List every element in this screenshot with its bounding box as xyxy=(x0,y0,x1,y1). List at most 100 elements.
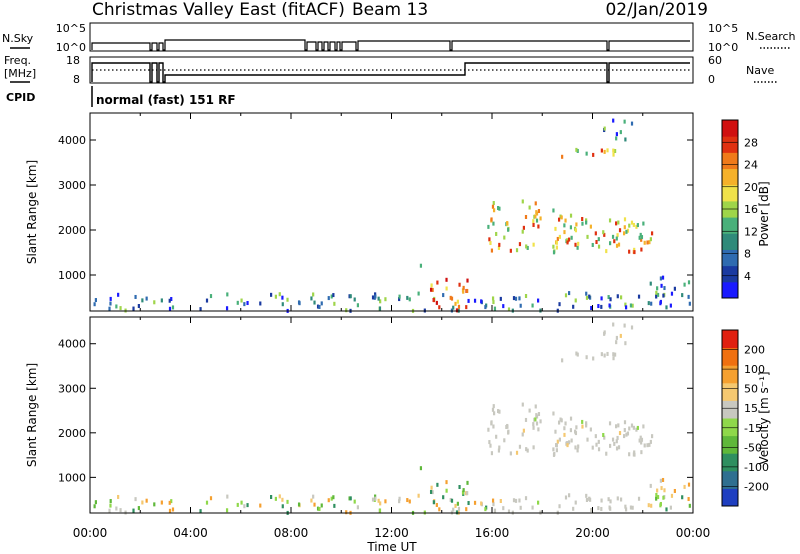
power-cell xyxy=(557,217,561,222)
velocity-cell xyxy=(519,505,522,510)
velocity-cell xyxy=(492,502,495,507)
power-cell xyxy=(489,241,492,246)
power-cell xyxy=(628,249,631,254)
velocity-cell xyxy=(117,494,120,499)
date-label: 02/Jan/2019 xyxy=(605,0,708,20)
velocity-cell xyxy=(613,441,616,446)
velocity-cell xyxy=(109,499,112,504)
velocity-cell xyxy=(585,423,588,428)
velocity-cell xyxy=(559,417,562,422)
power-cell xyxy=(577,241,580,246)
power-cell xyxy=(310,296,313,301)
velocity-cell xyxy=(632,425,635,430)
velocity-cell xyxy=(503,438,506,443)
power-cell xyxy=(537,224,540,229)
velocity-cell xyxy=(574,431,578,436)
power-cell xyxy=(592,152,595,157)
power-axes: 4000 3000 2000 1000 xyxy=(58,113,694,311)
velocity-cell xyxy=(563,426,566,431)
power-cell xyxy=(398,294,401,299)
power-cell xyxy=(590,305,593,310)
power-cell xyxy=(515,248,519,253)
velocity-cell xyxy=(327,498,330,503)
velocity-cell xyxy=(603,330,606,335)
power-cell xyxy=(670,291,674,296)
power-cell xyxy=(109,301,112,306)
power-cell xyxy=(537,209,541,214)
velocity-cell xyxy=(659,501,662,506)
power-cell xyxy=(94,298,97,303)
ytick-label: 3000 xyxy=(58,382,86,395)
velocity-cell xyxy=(612,352,615,357)
velocity-cell xyxy=(602,432,605,437)
velocity-cell xyxy=(656,488,659,493)
power-cell xyxy=(655,294,658,299)
velocity-cell xyxy=(371,497,375,502)
power-cell xyxy=(384,297,387,302)
velocity-cell xyxy=(498,445,501,450)
power-cell xyxy=(552,250,556,255)
velocity-cell xyxy=(534,404,537,409)
power-cell xyxy=(454,301,457,306)
velocity-cell xyxy=(489,443,492,448)
power-colorbar: 28 24 20 16 12 8 4 xyxy=(721,119,758,299)
velocity-cell xyxy=(597,439,600,444)
nave-tick-bottom: 0 xyxy=(708,73,715,86)
velocity-cell xyxy=(555,443,558,448)
colorbar-tick-label: -200 xyxy=(744,480,769,493)
velocity-cell xyxy=(465,507,468,512)
velocity-cell xyxy=(555,448,558,453)
power-cell xyxy=(574,228,578,233)
velocity-cell xyxy=(466,480,469,485)
power-cell xyxy=(461,288,465,293)
velocity-cell xyxy=(313,502,316,507)
power-cell xyxy=(281,302,284,307)
power-cell xyxy=(318,304,321,309)
ytick-label: 1000 xyxy=(58,471,86,484)
power-cell xyxy=(398,297,401,302)
power-cell xyxy=(320,301,323,306)
power-cell xyxy=(552,208,555,213)
nsky-panel xyxy=(89,22,694,52)
velocity-cell xyxy=(649,483,652,488)
power-cell xyxy=(612,148,615,153)
velocity-cell xyxy=(456,501,459,506)
velocity-cell xyxy=(589,427,592,432)
power-cell xyxy=(379,299,382,304)
power-cell xyxy=(514,296,518,301)
velocity-cell xyxy=(639,435,642,440)
velocity-cell xyxy=(93,504,96,509)
power-cell xyxy=(600,304,603,309)
velocity-cell xyxy=(205,500,209,505)
power-cell xyxy=(623,225,626,230)
colorbar-tick-label: 28 xyxy=(744,136,758,149)
power-cell xyxy=(656,292,660,297)
power-cell xyxy=(445,277,448,282)
velocity-colorbar: 200 100 50 15 -15 -50 -100 -200 xyxy=(721,329,769,507)
velocity-cell xyxy=(246,503,249,508)
freq-line xyxy=(91,62,690,83)
velocity-cell xyxy=(240,500,243,505)
power-cell xyxy=(332,293,335,298)
xtick-label: 16:00 xyxy=(475,526,510,540)
velocity-cell xyxy=(605,451,608,456)
velocity-cell xyxy=(473,500,477,505)
power-cell xyxy=(450,296,454,301)
power-cell xyxy=(491,296,495,301)
velocity-cell xyxy=(488,440,491,445)
velocity-cell xyxy=(681,495,684,500)
power-cell xyxy=(512,296,516,301)
velocity-cell xyxy=(531,505,534,510)
velocity-cell xyxy=(507,509,511,514)
power-cell xyxy=(630,121,634,126)
power-cell xyxy=(561,154,564,159)
velocity-cell xyxy=(467,501,470,506)
power-cell xyxy=(465,305,468,310)
power-cell xyxy=(535,210,538,215)
velocity-cell xyxy=(622,434,626,439)
colorbar-swatch xyxy=(722,365,738,384)
velocity-cell xyxy=(492,424,495,429)
colorbar-swatch xyxy=(722,233,738,250)
power-cell xyxy=(492,201,495,206)
velocity-cell xyxy=(608,505,611,510)
